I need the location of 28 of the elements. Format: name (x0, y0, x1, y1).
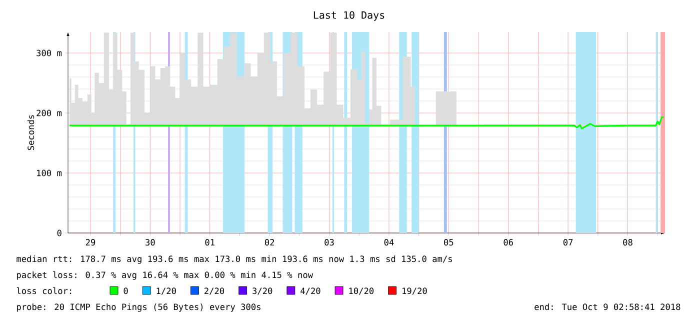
x-tick-label: 06 (504, 239, 513, 246)
legend-title: loss color: (16, 287, 72, 294)
legend-label: 0 (124, 288, 128, 294)
legend-label: 3/20 (252, 288, 272, 295)
legend-label: 19/20 (402, 288, 427, 295)
x-tick-label: 05 (444, 239, 454, 246)
text: packet loss: 0.37 % avg 16.64 % max 0.00 % min 4.15 % now (17, 271, 314, 280)
x-tick-label: 02 (264, 239, 274, 246)
legend-label: 2/20 (204, 288, 224, 295)
y-tick-label: 100 m (37, 170, 62, 176)
x-tick-label: 08 (623, 239, 632, 246)
x-tick-label: 04 (384, 239, 394, 246)
x-tick-label: 03 (324, 239, 334, 246)
y-tick-label: 300 m (36, 50, 62, 56)
legend-label: 10/20 (349, 288, 374, 295)
chart-title: Last 10 Days (314, 11, 384, 21)
x-tick-label: 07 (563, 239, 573, 246)
text: median rtt: 178.7 ms avg 193.6 ms max 173.0 ms min 193.6 ms now 1.3 ms sd 135.0 am/s (16, 255, 452, 264)
y-tick-label: 200 m (36, 110, 62, 116)
x-tick-label: 01 (205, 239, 214, 246)
x-tick-label: 29 (86, 239, 96, 246)
legend-label: 1/20 (156, 288, 176, 295)
x-tick-label: 30 (146, 239, 155, 246)
text: probe: 20 ICMP Echo Pings (56 Bytes) every 300s (17, 303, 260, 312)
legend-label: 4/20 (300, 288, 320, 295)
y-tick-label: 0 (57, 230, 62, 236)
y-axis-title: Seconds (27, 115, 34, 150)
text: end: Tue Oct 9 02:58:41 2018 (534, 303, 680, 310)
